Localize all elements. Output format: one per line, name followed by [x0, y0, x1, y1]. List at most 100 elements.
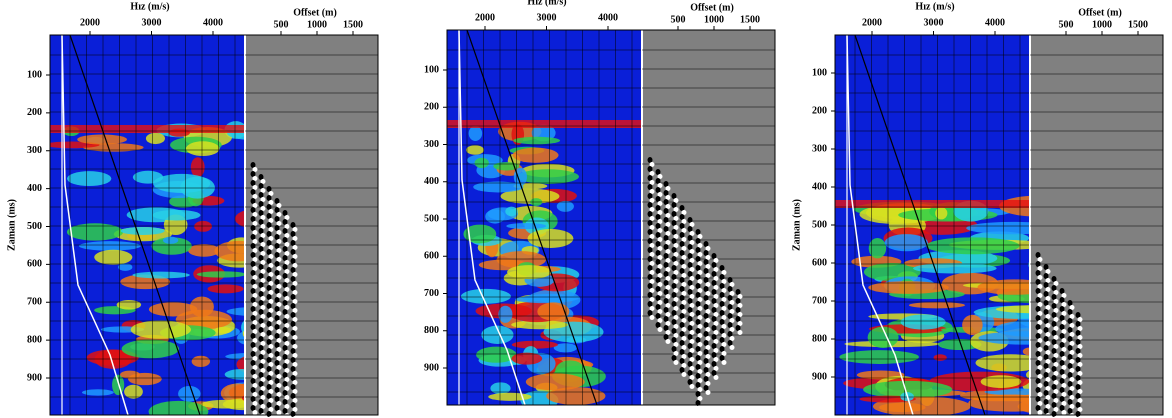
wiggle-w: [665, 204, 671, 209]
wiggle-b: [711, 280, 717, 286]
wiggle-w: [1077, 398, 1083, 403]
wiggle-b: [274, 324, 280, 330]
wiggle-b: [655, 277, 661, 283]
wiggle-b: [282, 345, 288, 351]
wiggle-w: [657, 273, 663, 278]
wiggle-b: [274, 252, 280, 258]
wiggle-w: [649, 288, 655, 293]
wiggle-w: [697, 252, 703, 257]
wiggle-w: [689, 231, 695, 236]
wiggle-w: [260, 323, 266, 328]
semblance-blob: [474, 157, 489, 169]
wiggle-w: [268, 353, 274, 358]
wiggle-b: [1043, 399, 1049, 405]
time-tick-label: 800: [812, 333, 827, 344]
time-tick-label: 900: [424, 362, 439, 373]
offset-tick-label: 500: [671, 14, 686, 25]
wiggle-b: [266, 348, 272, 354]
wiggle-b: [679, 205, 685, 211]
wiggle-w: [292, 272, 298, 277]
wiggle-w: [268, 326, 274, 331]
wiggle-w: [276, 374, 282, 379]
wiggle-w: [689, 222, 695, 227]
wiggle-w: [713, 357, 719, 362]
wiggle-b: [671, 211, 677, 217]
wiggle-w: [1077, 371, 1083, 376]
wiggle-w: [689, 366, 695, 371]
wiggle-b: [250, 342, 256, 348]
wiggle-b: [1035, 369, 1041, 375]
wiggle-b: [258, 318, 264, 324]
wiggle-w: [1077, 389, 1083, 394]
wiggle-w: [697, 369, 703, 374]
wiggle-b: [266, 384, 272, 390]
semblance-blob: [152, 209, 201, 221]
wiggle-b: [679, 286, 685, 292]
time-tick-label: 300: [812, 143, 827, 154]
wiggle-b: [1067, 309, 1073, 315]
wiggle-b: [703, 241, 709, 247]
wiggle-w: [268, 299, 274, 304]
wiggle-b: [250, 369, 256, 375]
wiggle-b: [274, 369, 280, 375]
wiggle-w: [1053, 389, 1059, 394]
wiggle-w: [689, 312, 695, 317]
wiggle-w: [284, 215, 290, 220]
time-tick-label: 600: [424, 251, 439, 262]
wiggle-w: [681, 246, 687, 251]
wiggle-w: [673, 288, 679, 293]
wiggle-b: [735, 316, 741, 322]
wiggle-w: [260, 197, 266, 202]
wiggle-b: [647, 184, 653, 190]
wiggle-w: [697, 333, 703, 338]
wiggle-w: [705, 309, 711, 314]
wiggle-w: [1045, 386, 1051, 391]
wiggle-b: [687, 334, 693, 340]
wiggle-b: [290, 339, 296, 345]
wiggle-b: [727, 340, 733, 346]
wiggle-w: [697, 387, 703, 392]
wiggle-b: [727, 331, 733, 337]
wiggle-w: [276, 410, 282, 415]
wiggle-w: [268, 317, 274, 322]
wiggle-b: [711, 325, 717, 331]
wiggle-w: [252, 365, 258, 370]
wiggle-b: [647, 157, 653, 163]
semblance-blob: [124, 384, 143, 399]
wiggle-w: [1061, 311, 1067, 316]
wiggle-w: [1045, 278, 1051, 283]
wiggle-b: [679, 214, 685, 220]
semblance-blob: [863, 380, 953, 399]
wiggle-b: [1051, 276, 1057, 282]
wiggle-b: [1067, 390, 1073, 396]
offset-tick-label: 1000: [704, 14, 724, 25]
wiggle-w: [673, 261, 679, 266]
wiggle-b: [1043, 264, 1049, 270]
wiggle-b: [735, 298, 741, 304]
semblance-blob: [995, 305, 1030, 314]
panel: Hız (m/s) 2000 3000 4000 Offset (m) 500 1000 15…: [6, 1, 379, 418]
wiggle-b: [250, 288, 256, 294]
wiggle-b: [1067, 408, 1073, 414]
wiggle-w: [649, 261, 655, 266]
wiggle-b: [1035, 315, 1041, 321]
wiggle-b: [711, 262, 717, 268]
wiggle-b: [290, 294, 296, 300]
wiggle-b: [1051, 357, 1057, 363]
wiggle-w: [673, 225, 679, 230]
wiggle-b: [1035, 333, 1041, 339]
wiggle-w: [292, 407, 298, 412]
wiggle-w: [1061, 365, 1067, 370]
semblance-blob: [207, 284, 244, 294]
wiggle-w: [705, 318, 711, 323]
wiggle-w: [681, 264, 687, 269]
time-tick-label: 600: [812, 257, 827, 268]
wiggle-w: [1053, 335, 1059, 340]
wiggle-b: [695, 364, 701, 370]
wiggle-w: [276, 275, 282, 280]
wiggle-w: [1061, 356, 1067, 361]
wiggle-b: [250, 270, 256, 276]
wiggle-b: [1059, 324, 1065, 330]
wiggle-b: [719, 355, 725, 361]
